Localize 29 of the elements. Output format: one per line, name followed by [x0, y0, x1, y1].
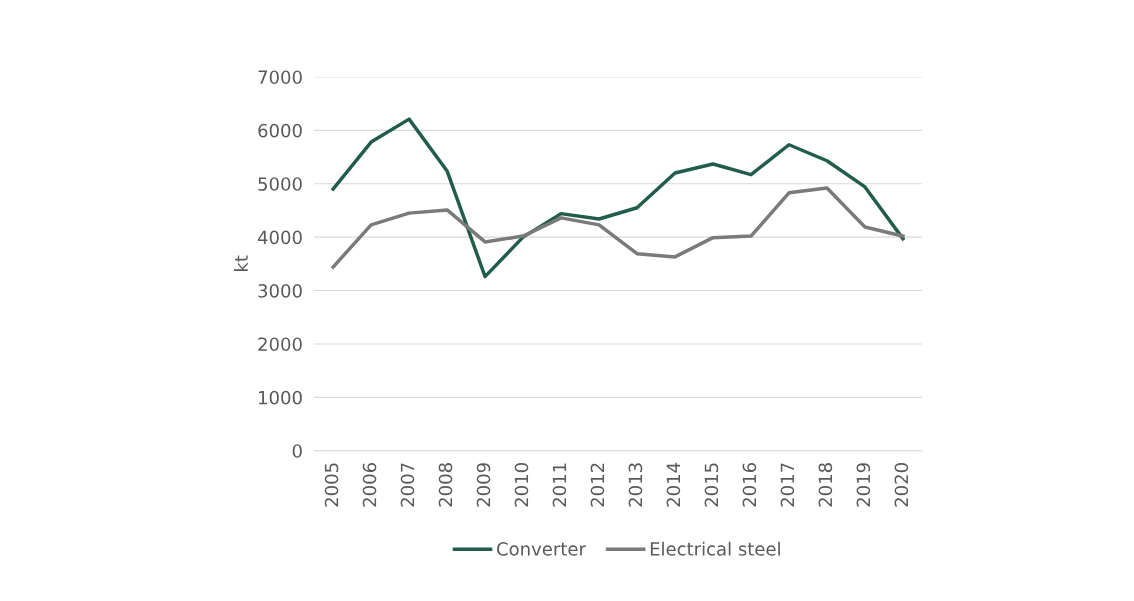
x-tick-label: 2019 — [856, 463, 871, 507]
x-tick-label: 2006 — [362, 463, 377, 507]
y-tick-label: 5000 — [258, 177, 302, 191]
x-tick-label: 2012 — [590, 463, 605, 507]
x-tick-label: 2009 — [476, 463, 491, 507]
x-tick-label: 2020 — [894, 463, 909, 507]
y-tick-label: 1000 — [259, 390, 302, 405]
x-tick-label: 2010 — [514, 463, 529, 507]
y-axis-title: kt — [234, 255, 248, 271]
x-tick-label: 2011 — [552, 463, 567, 507]
y-tick-label: 0 — [292, 444, 302, 458]
line-series — [331, 117, 905, 279]
x-tick-label: 2015 — [704, 463, 719, 507]
x-tick-label: 2017 — [780, 463, 795, 507]
line-series — [331, 186, 905, 269]
x-tick-label: 2007 — [400, 463, 415, 507]
x-tick-label: 2013 — [628, 463, 643, 507]
x-tick-label: 2018 — [818, 463, 833, 507]
y-tick-label: 6000 — [258, 123, 302, 138]
x-tick-label: 2014 — [666, 462, 681, 507]
y-tick-label: 4000 — [257, 230, 302, 245]
x-tick-label: 2005 — [324, 463, 339, 507]
x-tick-label: 2016 — [742, 463, 757, 507]
x-tick-label: 2008 — [438, 463, 453, 507]
legend-label: Electrical steel — [650, 541, 780, 556]
y-tick-label: 7000 — [258, 70, 302, 85]
y-tick-label: 2000 — [258, 337, 302, 352]
legend-label: Converter — [497, 542, 586, 556]
y-tick-label: 3000 — [258, 284, 302, 298]
